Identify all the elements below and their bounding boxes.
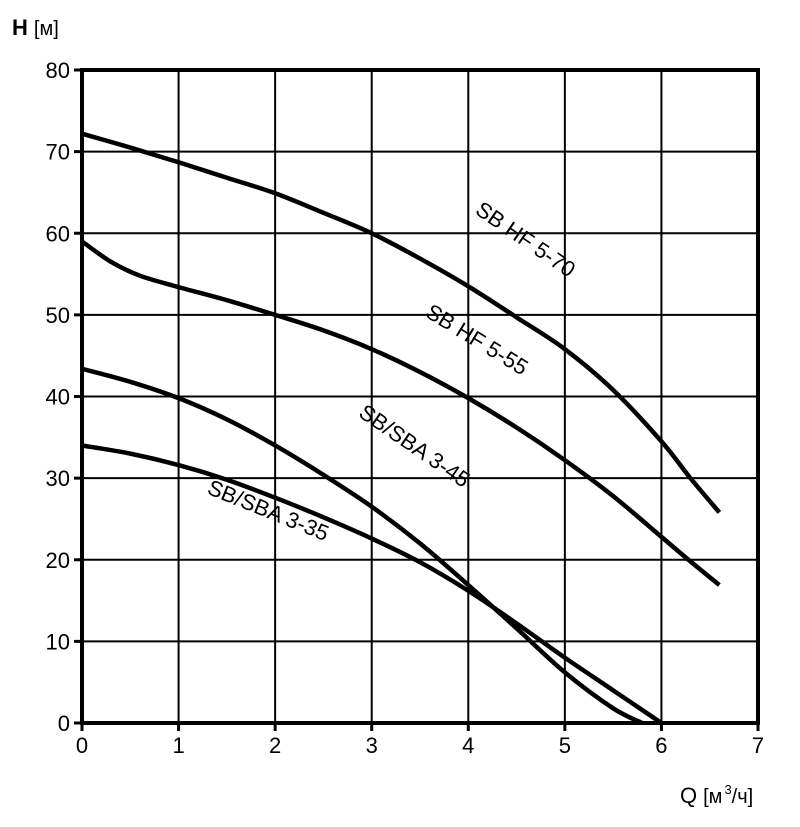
x-tick-label: 6 [655,733,667,758]
curve-label-1: SB HF 5-70 [471,196,580,282]
x-tick-label: 5 [559,733,571,758]
curve-label-4: SB/SBA 3-35 [204,475,332,546]
y-tick-label: 80 [46,58,70,83]
x-tick-label: 0 [76,733,88,758]
y-tick-label: 60 [46,221,70,246]
y-tick-label: 70 [46,140,70,165]
curve-label-2: SB HF 5-55 [422,299,533,380]
x-axis-unit-power: 3 [724,782,731,797]
x-axis-unit-suffix: /ч] [732,786,754,808]
series-line-2 [80,239,721,587]
y-tick-label: 30 [46,466,70,491]
y-axis-unit: [м] [34,18,59,40]
plot-frame [74,68,760,731]
y-tick-label: 0 [58,711,70,736]
x-tick-label: 7 [752,733,764,758]
x-axis-symbol: Q [680,783,697,808]
series-line-1 [81,131,722,514]
x-tick-labels: 0 1 2 3 4 5 6 7 [76,733,764,758]
y-axis-symbol: H [12,15,28,40]
series-line-3 [81,366,644,726]
x-axis-unit-prefix: [м [703,786,722,808]
y-axis-title: H [м] [12,15,59,40]
series-line-4 [81,443,663,725]
x-tick-label: 3 [366,733,378,758]
curves [80,131,722,726]
y-tick-labels: 0 10 20 30 40 50 60 70 80 [46,58,70,736]
x-axis-title: Q [м 3/ч] [680,782,753,808]
x-tick-label: 4 [462,733,474,758]
x-tick-label: 2 [269,733,281,758]
y-tick-label: 40 [46,385,70,410]
y-tick-label: 10 [46,629,70,654]
x-tick-label: 1 [172,733,184,758]
grid [82,70,758,723]
y-tick-label: 50 [46,303,70,328]
y-tick-label: 20 [46,548,70,573]
